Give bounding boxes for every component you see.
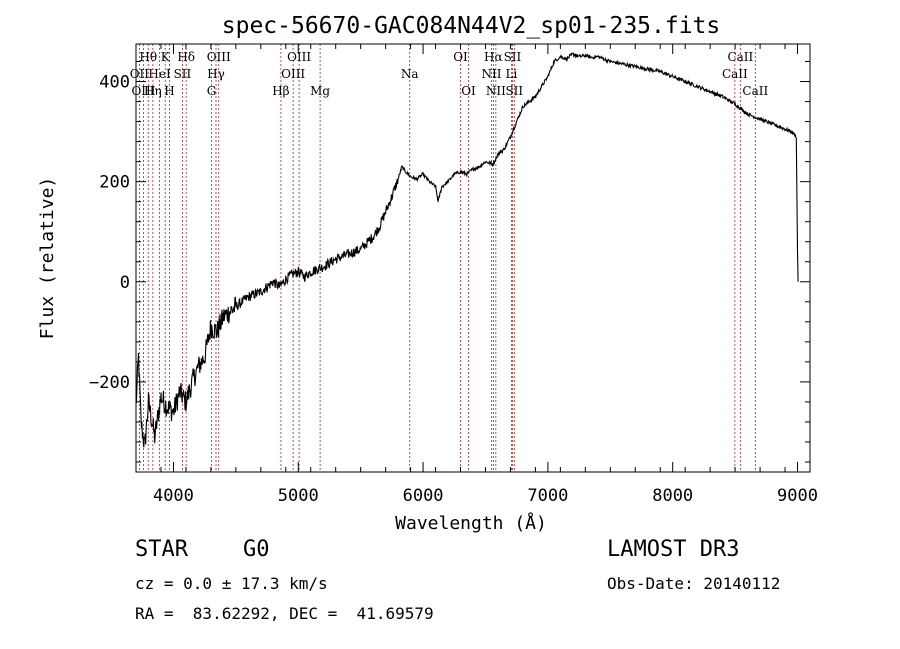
- subclass-label: G0: [243, 537, 270, 562]
- line-label: OII: [130, 67, 150, 81]
- survey-label: LAMOST DR3: [607, 537, 740, 562]
- line-label: NII: [481, 67, 501, 81]
- line-label: Hγ: [207, 67, 225, 81]
- line-label: OIII: [281, 67, 305, 81]
- line-label: Hα: [484, 50, 503, 64]
- line-label: Hη: [144, 84, 162, 98]
- y-tick-label: −200: [89, 373, 130, 393]
- line-label: SII: [504, 50, 522, 64]
- y-axis-label: Flux (relative): [37, 177, 58, 340]
- x-tick-label: 9000: [777, 486, 818, 506]
- x-tick-label: 5000: [278, 486, 319, 506]
- class-label: STAR: [135, 537, 188, 562]
- plot-frame: [135, 43, 811, 473]
- line-label: Mg: [310, 84, 330, 98]
- line-label: OIII: [207, 50, 231, 64]
- line-label: SII: [505, 84, 523, 98]
- line-label: Hβ: [272, 84, 289, 98]
- line-label: NII: [486, 84, 506, 98]
- line-label: OI: [461, 84, 476, 98]
- line-label: OI: [453, 50, 468, 64]
- x-tick-label: 7000: [527, 486, 568, 506]
- spectrum-series: [135, 52, 799, 448]
- chart-title: spec-56670-GAC084N44V2_sp01-235.fits: [222, 13, 721, 39]
- x-tick-label: 8000: [652, 486, 693, 506]
- line-label: H: [164, 84, 174, 98]
- line-label: CaII: [722, 67, 748, 81]
- line-label: CaII: [727, 50, 753, 64]
- spectrum-line: [135, 52, 799, 448]
- line-label: OIII: [287, 50, 311, 64]
- obs-date-text: Obs-Date: 20140112: [607, 574, 781, 593]
- redshift-text: cz = 0.0 ± 17.3 km/s: [135, 574, 328, 593]
- x-tick-label: 6000: [403, 486, 444, 506]
- line-label: G: [207, 84, 217, 98]
- line-label: K: [161, 50, 171, 64]
- line-label: HeI: [148, 67, 171, 81]
- x-tick-label: 4000: [153, 486, 194, 506]
- line-label: SII: [174, 67, 192, 81]
- y-axis: −200 0 200 400: [89, 61, 810, 463]
- x-axis-label: Wavelength (Å): [395, 512, 547, 534]
- line-label: Hθ: [139, 50, 157, 64]
- y-tick-label: 200: [99, 173, 130, 193]
- line-label: OIII: [131, 84, 155, 98]
- line-label: CaII: [742, 84, 768, 98]
- x-axis: 4000 5000 6000 7000 8000 9000: [135, 44, 818, 506]
- y-tick-label: 400: [99, 73, 130, 93]
- line-label: Li: [506, 67, 518, 81]
- line-label: Na: [401, 67, 419, 81]
- reference-lines: [138, 44, 756, 472]
- line-label: Hδ: [177, 50, 195, 64]
- coordinates-text: RA = 83.62292, DEC = 41.69579: [135, 604, 434, 623]
- y-tick-label: 0: [120, 273, 130, 293]
